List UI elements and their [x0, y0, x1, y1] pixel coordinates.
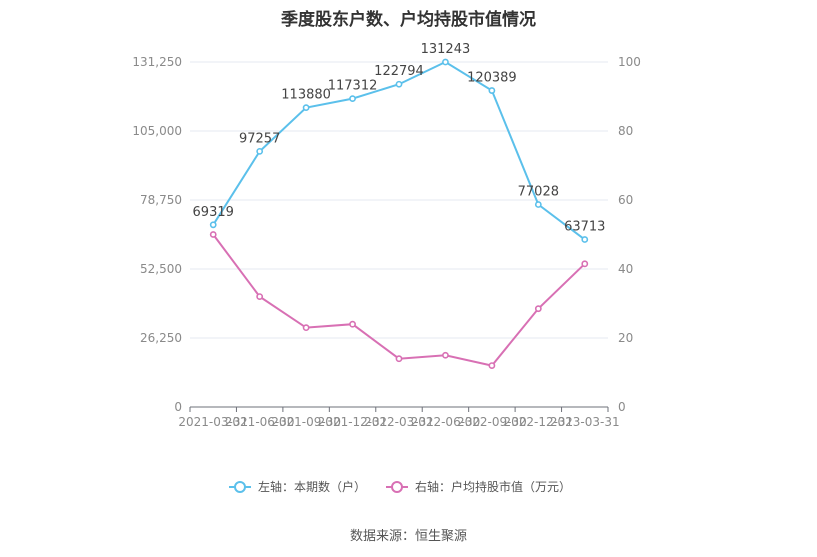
data-point: [302, 324, 310, 332]
legend-marker: [391, 481, 403, 493]
data-point: [209, 221, 217, 229]
data-point: [209, 231, 217, 238]
data-point: [256, 147, 264, 155]
x-axis-tick-label: 2021-09-30: [271, 415, 341, 429]
data-point: [534, 201, 542, 208]
right-axis-tick-label: 60: [618, 193, 633, 207]
right-axis-tick-label: 80: [618, 124, 633, 138]
data-point: [534, 305, 542, 313]
data-point: [488, 362, 496, 369]
x-axis-tick-label: 2022-09-30: [457, 415, 527, 429]
data-label: 131243: [421, 42, 471, 57]
x-axis-tick-label: 2022-12-31: [503, 415, 573, 429]
left-axis-tick-label: 105,000: [132, 124, 182, 138]
legend-label: 右轴：户均持股市值（万元）: [415, 479, 571, 494]
data-point: [442, 351, 449, 359]
left-axis-tick-label: 26,250: [140, 331, 182, 345]
right-axis-tick-label: 20: [618, 331, 633, 345]
chart-title: 季度股东户数、户均持股市值情况: [281, 10, 536, 30]
left-axis-tick-label: 0: [174, 400, 182, 414]
left-axis-tick-label: 52,500: [140, 262, 182, 276]
series-line: [212, 233, 586, 367]
data-point: [395, 80, 403, 88]
data-point: [488, 87, 496, 94]
data-point: [581, 236, 589, 243]
x-axis-tick-label: 2022-06-30: [411, 415, 481, 429]
data-point: [349, 95, 356, 103]
data-label: 113880: [281, 88, 331, 103]
x-axis-tick-label: 2021-12-31: [318, 415, 388, 429]
left-axis-tick-label: 131,250: [132, 55, 182, 69]
data-source: 数据来源：恒生聚源: [349, 529, 467, 544]
data-point: [349, 320, 356, 328]
data-label: 117312: [328, 79, 378, 94]
data-label: 69319: [193, 205, 234, 220]
data-label: 97257: [239, 131, 280, 146]
data-label: 63713: [564, 220, 605, 235]
series-line: [212, 60, 586, 241]
right-axis-tick-label: 40: [618, 262, 633, 276]
data-point: [302, 104, 310, 112]
data-label: 77028: [518, 185, 559, 200]
data-point: [442, 58, 449, 66]
legend-marker: [234, 481, 246, 493]
left-axis-tick-label: 78,750: [140, 193, 182, 207]
data-point: [395, 355, 403, 363]
data-point: [581, 260, 589, 268]
x-axis-tick-label: 2023-03-31: [550, 415, 620, 429]
data-label: 122794: [374, 64, 424, 79]
x-axis-tick-label: 2021-06-30: [225, 415, 295, 429]
data-point: [256, 293, 264, 300]
x-axis-tick-label: 2021-03-31: [178, 415, 248, 429]
right-axis-tick-label: 100: [618, 55, 641, 69]
x-axis-tick-label: 2022-03-31: [364, 415, 434, 429]
data-label: 120389: [467, 71, 517, 86]
legend-label: 左轴：本期数（户）: [258, 479, 366, 494]
right-axis-tick-label: 0: [618, 400, 626, 414]
